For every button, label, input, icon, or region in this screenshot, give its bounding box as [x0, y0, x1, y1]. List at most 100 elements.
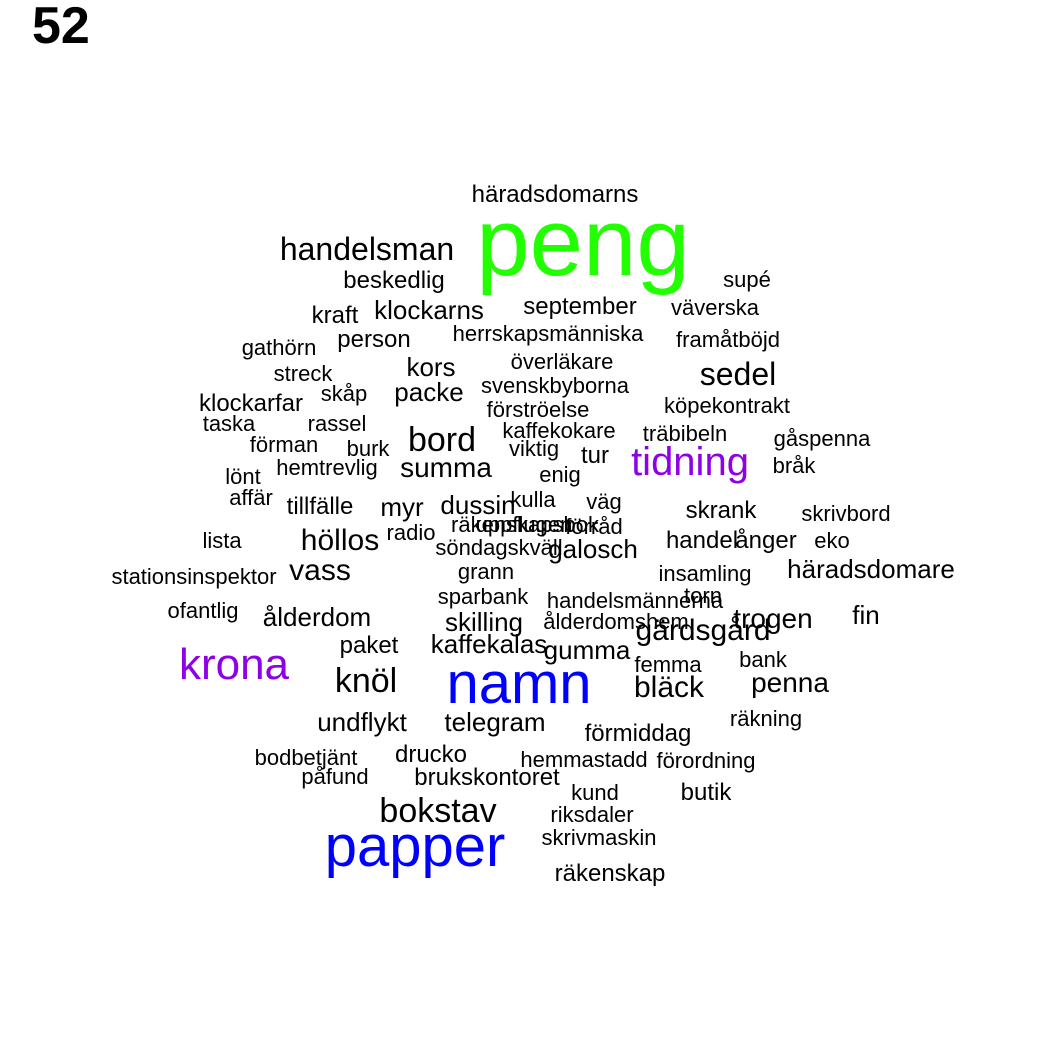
- word-brukskontoret: brukskontoret: [414, 764, 560, 791]
- word-framåtböjd: framåtböjd: [676, 327, 780, 352]
- word-bord: bord: [407, 421, 477, 459]
- word-hemmastadd: hemmastadd: [520, 747, 648, 772]
- word-skåp: skåp: [320, 381, 368, 406]
- word-kaffekalas: kaffekalas: [430, 629, 548, 659]
- word-häradsdomare: häradsdomare: [787, 554, 955, 584]
- word-radio: radio: [386, 520, 436, 545]
- word-trogen: trogen: [733, 603, 813, 634]
- word-gåspenna: gåspenna: [773, 426, 871, 451]
- word-förråd: förråd: [565, 514, 623, 539]
- figure-number-label: 52: [32, 0, 90, 55]
- word-drucko: drucko: [394, 741, 468, 768]
- word-packe: packe: [394, 377, 464, 407]
- word-krona: krona: [178, 640, 290, 689]
- word-räkenskap: räkenskap: [554, 860, 666, 887]
- word-femma: femma: [634, 652, 702, 677]
- word-telegram: telegram: [444, 707, 546, 737]
- word-peng: peng: [476, 189, 690, 296]
- word-dussin: dussin: [440, 490, 516, 520]
- word-paket: paket: [339, 632, 399, 659]
- word-beskedlig: beskedlig: [343, 267, 445, 294]
- word-eko: eko: [814, 528, 850, 553]
- word-galosch: galosch: [548, 534, 638, 564]
- word-tillfälle: tillfälle: [286, 493, 354, 520]
- word-streck: streck: [273, 361, 333, 386]
- word-bläck: bläck: [633, 671, 705, 704]
- word-penna: penna: [751, 667, 829, 698]
- word-överläkare: överläkare: [510, 349, 614, 374]
- word-kaffekokare: kaffekokare: [502, 418, 616, 443]
- word-bokstav: bokstav: [379, 792, 497, 830]
- word-enig: enig: [539, 462, 581, 487]
- word-handelsmännerna: handelsmännerna: [546, 588, 724, 613]
- word-räkenskapsbok: räkenskapsbok: [451, 512, 599, 537]
- word-myr: myr: [380, 492, 424, 522]
- word-förmiddag: förmiddag: [584, 720, 692, 747]
- word-taska: taska: [202, 411, 256, 436]
- word-förströelse: förströelse: [486, 397, 590, 422]
- word-ånger: ånger: [735, 527, 797, 554]
- word-träbibeln: träbibeln: [642, 421, 728, 446]
- word-väg: väg: [586, 489, 622, 514]
- word-ålderdom: ålderdom: [262, 602, 372, 632]
- word-burk: burk: [346, 436, 390, 461]
- word-bank: bank: [739, 647, 787, 672]
- word-herrskapsmänniska: herrskapsmänniska: [452, 321, 644, 346]
- word-handel: handel: [665, 527, 739, 554]
- word-torn: torn: [684, 583, 722, 608]
- word-kulla: kulla: [510, 487, 556, 512]
- word-skrivbord: skrivbord: [801, 501, 891, 526]
- word-riksdaler: riksdaler: [550, 802, 634, 827]
- word-papper: papper: [324, 814, 506, 879]
- word-affär: affär: [229, 485, 273, 510]
- word-bodbetjänt: bodbetjänt: [254, 745, 358, 770]
- word-lista: lista: [202, 528, 242, 553]
- word-ofantlig: ofantlig: [167, 598, 239, 623]
- word-skilling: skilling: [444, 607, 524, 637]
- word-svenskbyborna: svenskbyborna: [481, 373, 629, 398]
- word-kund: kund: [571, 780, 619, 805]
- word-butik: butik: [680, 779, 732, 806]
- word-förordning: förordning: [656, 748, 756, 773]
- word-hemtrevlig: hemtrevlig: [276, 455, 378, 480]
- word-sparbank: sparbank: [437, 584, 529, 609]
- word-uppflugen: uppflugen: [475, 512, 573, 537]
- word-fin: fin: [852, 600, 880, 630]
- word-gärdsgård: gärdsgård: [635, 614, 771, 647]
- word-viktig: viktig: [508, 436, 560, 461]
- word-stationsinspektor: stationsinspektor: [111, 564, 277, 589]
- word-vass: vass: [289, 554, 351, 587]
- word-september: september: [523, 293, 637, 320]
- word-lönt: lönt: [225, 464, 261, 489]
- word-sedel: sedel: [699, 356, 777, 392]
- word-handelsman: handelsman: [279, 231, 455, 267]
- word-tidning: tidning: [631, 440, 749, 484]
- word-grann: grann: [457, 559, 515, 584]
- word-söndagskväll: söndagskväll: [435, 535, 563, 560]
- word-insamling: insamling: [658, 561, 752, 586]
- word-rassel: rassel: [307, 411, 367, 436]
- word-gumma: gumma: [543, 635, 631, 665]
- word-väverska: väverska: [670, 295, 760, 320]
- word-klockarns: klockarns: [374, 295, 484, 325]
- word-kraft: kraft: [311, 302, 359, 329]
- word-höllos: höllos: [300, 524, 380, 557]
- word-skrank: skrank: [685, 497, 757, 524]
- word-skrivmaskin: skrivmaskin: [541, 825, 657, 850]
- word-ålderdomshem: ålderdomshem: [543, 609, 689, 634]
- word-undflykt: undflykt: [317, 707, 407, 737]
- word-supé: supé: [723, 267, 771, 292]
- word-förman: förman: [249, 432, 319, 457]
- word-kors: kors: [406, 352, 456, 382]
- word-tur: tur: [580, 442, 610, 469]
- word-köpekontrakt: köpekontrakt: [664, 393, 790, 418]
- word-gathörn: gathörn: [241, 335, 317, 360]
- word-namn: namn: [446, 651, 592, 716]
- word-person: person: [337, 326, 411, 353]
- word-räkning: räkning: [729, 706, 803, 731]
- word-summa: summa: [400, 452, 492, 483]
- word-knöl: knöl: [334, 662, 398, 700]
- word-häradsdomarns: häradsdomarns: [471, 181, 639, 208]
- word-klockarfar: klockarfar: [198, 390, 304, 417]
